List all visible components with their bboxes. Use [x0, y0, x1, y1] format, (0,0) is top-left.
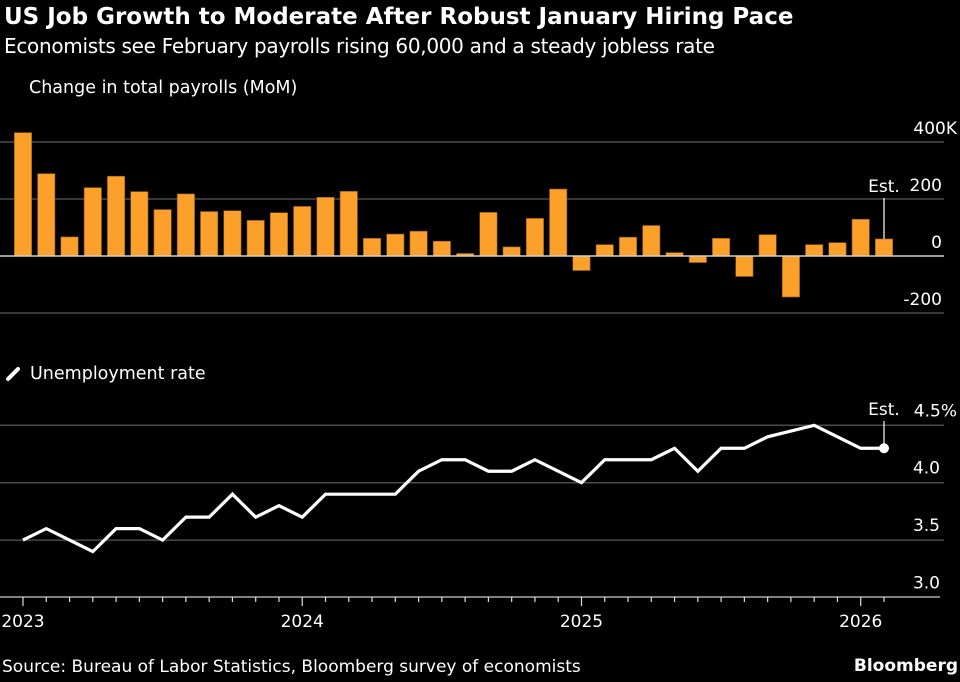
payrolls-bar [176, 193, 195, 257]
payrolls-bar [153, 209, 172, 257]
unemployment-line [22, 423, 884, 554]
payrolls-est-annotation: Est. [868, 177, 900, 239]
payrolls-bar [107, 175, 126, 257]
unemployment-est-marker [878, 443, 889, 454]
unemployment-y-axis: 3.0 3.5 4.0 4.5% [913, 401, 957, 593]
payrolls-bar [363, 238, 382, 257]
bloomberg-logo: Bloomberg [853, 656, 958, 676]
payrolls-bar [619, 236, 638, 257]
payrolls-bar [758, 234, 777, 257]
payrolls-bar [432, 240, 451, 257]
x-axis-year-label: 2023 [1, 612, 44, 632]
unemployment-y-tick-label: 3.0 [913, 574, 940, 594]
unemployment-y-tick-label: 3.5 [913, 516, 940, 536]
payrolls-bar [269, 212, 288, 257]
unemployment-est-label: Est. [868, 400, 900, 420]
unemployment-series [22, 423, 884, 554]
payrolls-bar [549, 188, 568, 257]
payrolls-bar [502, 246, 521, 257]
payrolls-gridlines [0, 141, 944, 314]
payrolls-bar [246, 220, 265, 257]
payrolls-bar [642, 225, 661, 257]
payrolls-y-tick-label: 0 [931, 233, 942, 253]
payrolls-bar [339, 191, 358, 257]
x-axis-year-label: 2024 [281, 612, 324, 632]
payrolls-bar [851, 218, 870, 257]
payrolls-bar [60, 236, 79, 257]
payrolls-bar [874, 238, 893, 257]
payrolls-y-tick-label: -200 [903, 290, 942, 310]
payrolls-est-label: Est. [868, 177, 900, 197]
payrolls-bar [595, 244, 614, 257]
unemployment-legend-label: Unemployment rate [30, 364, 206, 384]
payrolls-bar [386, 233, 405, 257]
unemployment-y-tick-label: 4.5% [914, 401, 957, 421]
x-axis-year-label: 2025 [560, 612, 603, 632]
payrolls-y-axis: -200 0 200 400K [903, 119, 957, 310]
payrolls-bar [479, 212, 498, 257]
unemployment-est-annotation: Est. [868, 400, 900, 454]
payrolls-bar [735, 255, 754, 277]
payrolls-bar [316, 196, 335, 257]
source-note: Source: Bureau of Labor Statistics, Bloo… [2, 657, 581, 677]
payrolls-bar [130, 191, 149, 257]
payrolls-bar [14, 132, 32, 257]
payrolls-legend-label: Change in total payrolls (MoM) [29, 78, 298, 98]
payrolls-bar [293, 206, 312, 257]
payrolls-bar [200, 211, 219, 257]
payrolls-bar [781, 255, 800, 298]
unemployment-gridlines [0, 424, 944, 541]
payrolls-bar [572, 255, 591, 271]
payrolls-y-tick-label: 200 [910, 176, 942, 196]
unemployment-y-tick-label: 4.0 [913, 459, 940, 479]
unemployment-legend: Unemployment rate [4, 364, 206, 384]
chart-title: US Job Growth to Moderate After Robust J… [4, 4, 794, 30]
payrolls-y-tick-label: 400K [913, 119, 957, 139]
payrolls-bar [409, 230, 428, 257]
payrolls-bar [525, 218, 544, 257]
payrolls-bar [37, 173, 56, 257]
payrolls-legend: Change in total payrolls (MoM) [4, 78, 297, 98]
payrolls-bar [83, 187, 102, 257]
payrolls-bar [805, 244, 824, 257]
x-axis: 2023 2024 2025 2026 [0, 596, 940, 632]
payrolls-bar [712, 238, 731, 257]
payrolls-bar [688, 255, 707, 263]
x-axis-year-label: 2026 [839, 612, 882, 632]
payrolls-bar [223, 210, 242, 257]
chart-subtitle: Economists see February payrolls rising … [4, 34, 715, 58]
payrolls-bar [828, 242, 847, 257]
payrolls-bars [14, 132, 893, 298]
